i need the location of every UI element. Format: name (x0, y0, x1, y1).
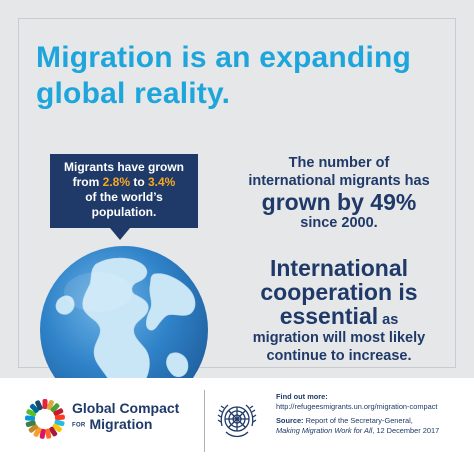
coop-line-2: cooperation is (260, 279, 418, 305)
bubble-line-1: Migrants have grown (63, 160, 185, 174)
bubble-from-word: from (72, 175, 103, 189)
bubble-to-word: to (130, 175, 148, 189)
stat-line-3: grown by 49% (261, 189, 417, 215)
source-line-1: Source: Report of the Secretary-General, (276, 416, 466, 426)
coop-essential-word: essential (279, 303, 379, 329)
gcm-for-word: FOR (72, 422, 86, 429)
bubble-to-value: 3.4% (148, 175, 176, 189)
stat-line-4: since 2000. (300, 215, 378, 231)
coop-line-5: continue to increase. (266, 348, 412, 364)
gcm-migration-word: Migration (89, 416, 153, 432)
coop-line-4: migration will most likely (252, 330, 426, 346)
gcm-line-1: Global Compact (72, 400, 180, 416)
bubble-line-4: population. (91, 205, 157, 219)
cooperation-statement: International cooperation is essential a… (228, 256, 450, 365)
stat-line-2: international migrants has (248, 173, 430, 189)
coop-line-3: essential as (228, 304, 450, 329)
headline: Migration is an expanding global reality… (36, 40, 436, 112)
bubble-line-3: of the world’s (85, 190, 163, 204)
migrants-speech-bubble: Migrants have grown from 2.8% to 3.4% of… (50, 154, 198, 228)
stat-line-1: The number of (288, 155, 390, 171)
bubble-line-2: from 2.8% to 3.4% (58, 175, 190, 190)
headline-line-1: Migration is an expanding (36, 41, 412, 74)
gcm-color-wheel-logo (24, 399, 65, 439)
find-out-url[interactable]: http://refugeesmigrants.un.org/migration… (276, 401, 438, 411)
gcm-line-2: FOR Migration (72, 416, 179, 433)
find-out-label: Find out more: (276, 392, 328, 401)
coop-line-1: International (269, 255, 408, 281)
source-title: Making Migration Work for All (276, 425, 373, 435)
source-text: Report of the Secretary-General, (303, 416, 413, 426)
source-date: , 12 December 2017 (372, 425, 440, 435)
earth-globe-icon (40, 246, 208, 414)
footer-divider (204, 390, 205, 452)
gcm-wordmark: Global Compact FOR Migration (72, 400, 179, 433)
migrant-growth-stat: The number of international migrants has… (228, 154, 450, 232)
source-label: Source: (276, 416, 304, 426)
speech-bubble-tail (110, 228, 130, 240)
content-frame (18, 18, 456, 368)
source-line-2: Making Migration Work for All, 12 Decemb… (276, 426, 466, 436)
footer: Global Compact FOR Migration Find out mo… (0, 378, 474, 474)
bubble-from-value: 2.8% (102, 175, 130, 189)
find-out-more-block: Find out more: http://refugeesmigrants.u… (276, 392, 466, 435)
headline-line-2: global reality. (36, 77, 231, 110)
un-emblem-icon (217, 404, 257, 438)
coop-as-word: as (378, 312, 399, 328)
